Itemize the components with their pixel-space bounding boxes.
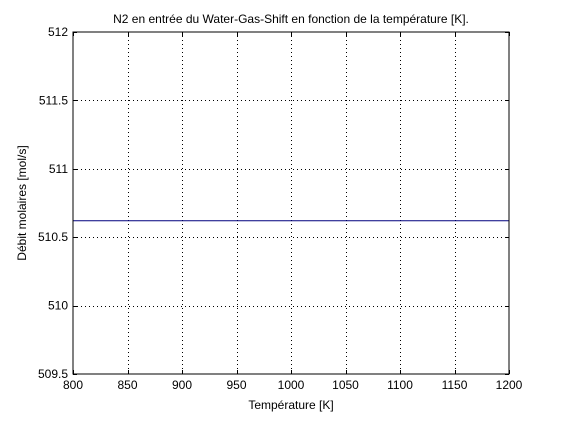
y-tick-label: 512 [48,25,68,39]
x-tick-label: 1150 [442,378,468,392]
x-tick-label: 1050 [332,378,359,392]
chart-title: N2 en entrée du Water-Gas-Shift en fonct… [113,12,469,26]
x-tick-labels: 800 850 900 950 1000 1050 1100 1150 1200 [63,378,523,392]
x-tick-label: 1200 [496,378,523,392]
tick-marks [73,32,510,375]
x-tick-label: 800 [63,378,83,392]
x-tick-label: 850 [117,378,137,392]
y-tick-labels: 509.5 510 510.5 511 511.5 512 [38,25,68,381]
grid-lines [73,32,509,374]
y-tick-label: 509.5 [38,367,68,381]
y-tick-label: 510.5 [38,230,68,244]
x-axis-label: Température [K] [248,398,333,412]
y-tick-label: 511 [49,162,68,176]
x-tick-label: 1000 [278,378,305,392]
y-tick-label: 510 [48,299,68,313]
x-tick-label: 950 [226,378,246,392]
y-tick-label: 511.5 [39,93,68,107]
x-tick-label: 900 [172,378,192,392]
y-axis-label: Débit molaires [mol/s] [15,145,29,260]
x-tick-label: 1100 [387,378,413,392]
plot-area [73,32,509,374]
